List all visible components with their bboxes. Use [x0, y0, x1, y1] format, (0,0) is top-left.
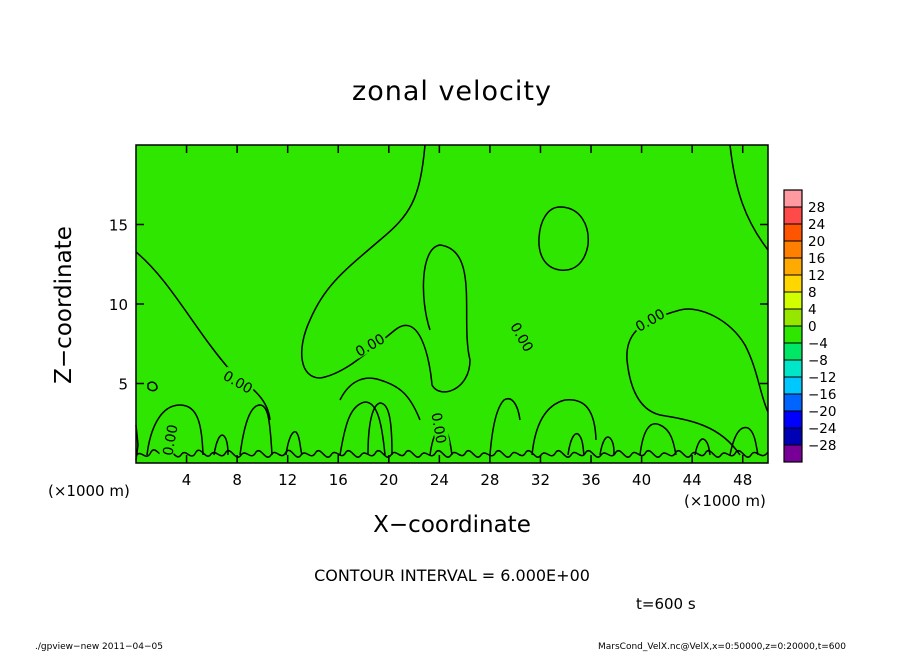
- contour-line: [639, 423, 677, 456]
- colorbar-swatch: [784, 275, 802, 292]
- colorbar-swatch: [784, 258, 802, 275]
- colorbar-swatch: [784, 190, 802, 207]
- colorbar-label: −28: [808, 438, 837, 454]
- x-tick-label: 12: [278, 471, 297, 489]
- contour-line: [367, 402, 393, 456]
- y-tick-label: 15: [109, 217, 128, 235]
- x-tick-label: 48: [733, 471, 752, 489]
- contour-line: [300, 144, 471, 393]
- contour-label-bg: [351, 329, 388, 359]
- x-unit-label-left: (×1000 m): [48, 482, 130, 500]
- contour-line: [146, 404, 204, 456]
- x-tick-label: 40: [632, 471, 651, 489]
- x-tick-label: 16: [329, 471, 348, 489]
- contour-line: [729, 144, 769, 251]
- colorbar-swatch: [784, 411, 802, 428]
- chart-title: zonal velocity: [352, 76, 552, 107]
- colorbar-label: −16: [808, 387, 837, 403]
- contour-line: [599, 436, 615, 456]
- contour-line: [135, 449, 769, 458]
- x-unit-label-right: (×1000 m): [684, 492, 766, 510]
- colorbar-swatch: [784, 224, 802, 241]
- x-tick-label: 36: [581, 471, 600, 489]
- x-tick-label: 8: [232, 471, 242, 489]
- colorbar-label: 24: [808, 217, 825, 233]
- x-tick-label: 32: [531, 471, 550, 489]
- colorbar-label: 8: [808, 285, 817, 301]
- footer-data-source: MarsCond_VelX.nc@VelX,x=0:50000,z=0:2000…: [598, 642, 846, 652]
- contour-line: [285, 431, 303, 456]
- contour-line: [538, 206, 589, 271]
- colorbar-label: −20: [808, 404, 837, 420]
- contour-line: [489, 398, 521, 456]
- colorbar-swatch: [784, 292, 802, 309]
- colorbar-swatch: [784, 360, 802, 377]
- colorbar-label: 0: [808, 319, 817, 335]
- contour-line: [339, 377, 421, 421]
- colorbar-swatch: [784, 241, 802, 258]
- x-tick-label: 44: [683, 471, 702, 489]
- contour-line: [531, 399, 597, 456]
- contour-label: 0.00: [160, 423, 181, 456]
- x-tick-label: 4: [182, 471, 192, 489]
- colorbar-label: −4: [808, 336, 828, 352]
- contour-label-bg: [508, 318, 538, 355]
- colorbar-label: −24: [808, 421, 837, 437]
- field-fill: [136, 145, 768, 463]
- colorbar-label: 28: [808, 200, 825, 216]
- contour-label-bg: [430, 409, 450, 446]
- colorbar-label: 12: [808, 268, 825, 284]
- contour-line: [213, 434, 229, 456]
- contour-line: [239, 404, 273, 456]
- y-tick-label: 5: [118, 376, 128, 394]
- colorbar-label: −12: [808, 370, 837, 386]
- time-label: t=600 s: [636, 595, 696, 613]
- contour-label-bg: [159, 421, 179, 458]
- x-axis-label: X−coordinate: [373, 512, 531, 538]
- x-tick-label: 28: [480, 471, 499, 489]
- footer-program-info: ./gpview−new 2011−04−05: [35, 642, 163, 652]
- colorbar-swatch: [784, 394, 802, 411]
- colorbar-swatch: [784, 445, 802, 462]
- colorbar-swatch: [784, 377, 802, 394]
- x-tick-label: 20: [379, 471, 398, 489]
- contour-interval-text: CONTOUR INTERVAL = 6.000E+00: [314, 566, 590, 585]
- contour-line: [147, 381, 158, 392]
- contour-line: [135, 251, 271, 421]
- contour-line: [339, 401, 386, 456]
- contour-line: [729, 426, 759, 456]
- x-tick-label: 24: [430, 471, 449, 489]
- colorbar-swatch: [784, 428, 802, 445]
- contour-label-bg: [220, 366, 257, 396]
- colorbar-swatch: [784, 207, 802, 224]
- colorbar-label: −8: [808, 353, 828, 369]
- zero-contours: [135, 144, 769, 461]
- contour-label: 0.00: [427, 411, 448, 444]
- x-axis: 4 8 12 16 20 24 28 32 36 40 44 48: [182, 145, 752, 489]
- colorbar-label: 16: [808, 251, 825, 267]
- y-tick-label: 10: [109, 296, 128, 314]
- colorbar-label: 4: [808, 302, 817, 318]
- plot-area: 0.000.000.00 0.000.000.00: [135, 144, 769, 464]
- colorbar-swatch: [784, 343, 802, 360]
- contour-labels: 0.000.000.00 0.000.000.00: [159, 304, 668, 458]
- colorbar-label: 20: [808, 234, 825, 250]
- contour-label-bg: [631, 304, 668, 334]
- y-axis: 5 10 15: [109, 217, 768, 394]
- contour-line: [567, 432, 585, 456]
- colorbar-swatch: [784, 326, 802, 343]
- colorbar-swatch: [784, 309, 802, 326]
